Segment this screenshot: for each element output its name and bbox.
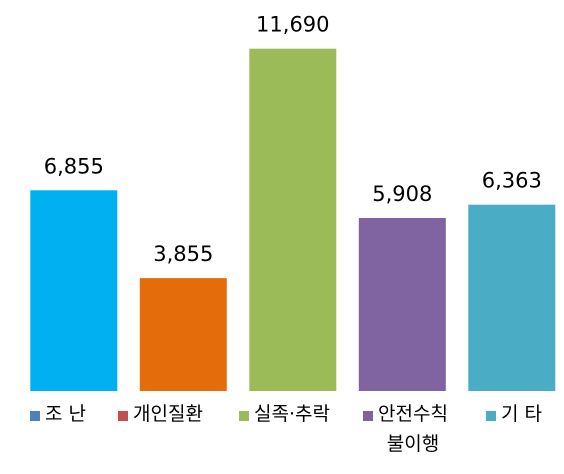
legend-swatch-2 (118, 411, 128, 421)
legend-label-5: 기 타 (501, 403, 542, 425)
bar-3 (249, 48, 337, 391)
legend-swatch-5 (486, 411, 496, 421)
data-label-4: 5,908 (372, 182, 432, 206)
data-label-5: 6,363 (482, 169, 542, 193)
bar-4 (358, 218, 446, 391)
legend-item-1: 조 난 (30, 403, 86, 429)
bars-group (30, 48, 556, 391)
legend-swatch-4 (363, 411, 373, 421)
data-label-3: 11,690 (256, 13, 329, 37)
legend-label-3: 실족·추락 (254, 403, 330, 425)
legend-item-4: 안전수칙 불이행 (363, 403, 448, 459)
bar-2 (139, 278, 227, 391)
legend-item-5: 기 타 (486, 403, 542, 429)
legend-item-3: 실족·추락 (239, 403, 330, 429)
bar-chart: 6,855 3,855 11,690 5,908 6,363 (30, 13, 556, 391)
legend-label-1: 조 난 (45, 403, 86, 425)
value-labels-group: 6,855 3,855 11,690 5,908 6,363 (44, 13, 542, 266)
legend: 조 난 개인질환 실족·추락 안전수칙 불이행 기 타 (0, 403, 564, 474)
legend-label-2: 개인질환 (133, 403, 203, 425)
data-label-1: 6,855 (44, 154, 104, 178)
bar-1 (30, 190, 118, 391)
bar-5 (468, 204, 556, 391)
data-label-2: 3,855 (153, 242, 213, 266)
legend-swatch-1 (30, 411, 40, 421)
legend-swatch-3 (239, 411, 249, 421)
legend-item-2: 개인질환 (118, 403, 203, 429)
legend-label-4: 안전수칙 불이행 (378, 403, 448, 455)
